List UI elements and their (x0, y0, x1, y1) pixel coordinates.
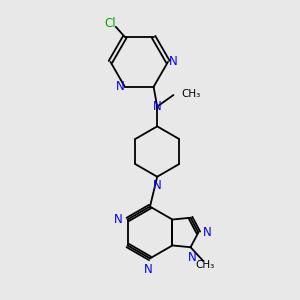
Text: N: N (203, 226, 212, 239)
Text: N: N (114, 213, 122, 226)
Text: N: N (144, 263, 153, 276)
Text: N: N (116, 80, 124, 93)
Text: N: N (153, 179, 162, 192)
Text: Cl: Cl (105, 17, 116, 30)
Text: N: N (169, 56, 177, 68)
Text: N: N (153, 100, 162, 113)
Text: CH₃: CH₃ (181, 88, 201, 99)
Text: CH₃: CH₃ (195, 260, 214, 270)
Text: N: N (188, 251, 197, 264)
